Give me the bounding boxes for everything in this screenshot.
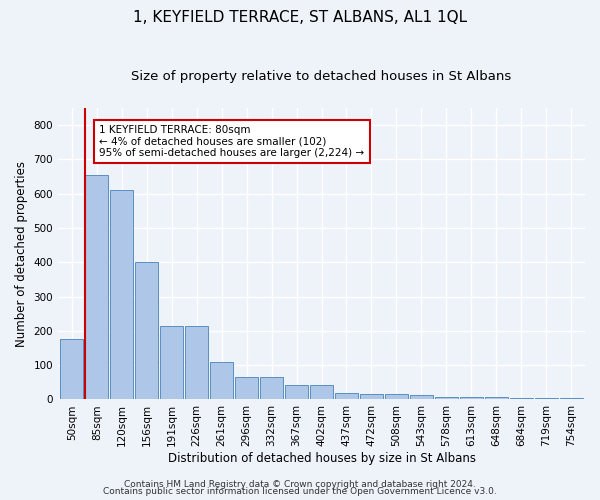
Bar bbox=[285, 384, 308, 400]
X-axis label: Distribution of detached houses by size in St Albans: Distribution of detached houses by size … bbox=[167, 452, 476, 465]
Bar bbox=[110, 190, 133, 400]
Y-axis label: Number of detached properties: Number of detached properties bbox=[15, 160, 28, 346]
Text: Contains public sector information licensed under the Open Government Licence v3: Contains public sector information licen… bbox=[103, 487, 497, 496]
Bar bbox=[535, 398, 558, 400]
Bar bbox=[410, 395, 433, 400]
Bar bbox=[135, 262, 158, 400]
Text: 1 KEYFIELD TERRACE: 80sqm
← 4% of detached houses are smaller (102)
95% of semi-: 1 KEYFIELD TERRACE: 80sqm ← 4% of detach… bbox=[99, 125, 364, 158]
Bar bbox=[185, 326, 208, 400]
Bar bbox=[460, 396, 483, 400]
Bar bbox=[560, 398, 583, 400]
Bar bbox=[360, 394, 383, 400]
Bar bbox=[160, 326, 183, 400]
Bar bbox=[485, 396, 508, 400]
Bar bbox=[510, 398, 533, 400]
Bar bbox=[335, 394, 358, 400]
Bar bbox=[210, 362, 233, 400]
Text: 1, KEYFIELD TERRACE, ST ALBANS, AL1 1QL: 1, KEYFIELD TERRACE, ST ALBANS, AL1 1QL bbox=[133, 10, 467, 25]
Bar bbox=[310, 384, 333, 400]
Bar bbox=[85, 174, 108, 400]
Bar bbox=[385, 394, 408, 400]
Title: Size of property relative to detached houses in St Albans: Size of property relative to detached ho… bbox=[131, 70, 512, 83]
Bar bbox=[60, 340, 83, 400]
Bar bbox=[260, 377, 283, 400]
Bar bbox=[235, 377, 258, 400]
Text: Contains HM Land Registry data © Crown copyright and database right 2024.: Contains HM Land Registry data © Crown c… bbox=[124, 480, 476, 489]
Bar bbox=[435, 396, 458, 400]
